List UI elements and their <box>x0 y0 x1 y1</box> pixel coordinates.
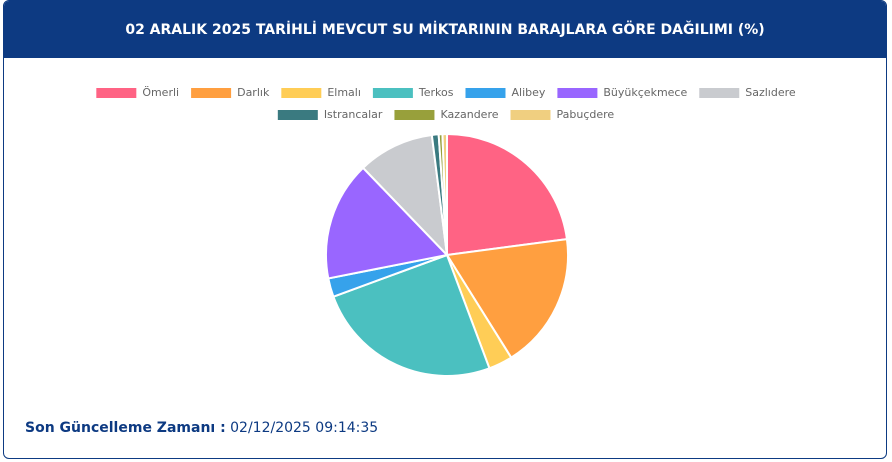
legend-label: Elmalı <box>327 86 361 99</box>
pie-slice <box>446 132 569 257</box>
pie-slice <box>332 253 491 377</box>
legend-label: Istrancalar <box>324 108 383 121</box>
footer-label: Son Güncelleme Zamanı : <box>25 420 226 436</box>
legend-label: Alibey <box>511 86 545 99</box>
legend-label: Terkos <box>418 86 454 99</box>
pie-slice <box>445 237 569 359</box>
legend-swatch <box>277 110 318 120</box>
footer: Son Güncelleme Zamanı : 02/12/2025 09:14… <box>25 420 378 436</box>
legend-label: Sazlıdere <box>745 86 796 99</box>
legend-swatch <box>191 88 232 98</box>
legend-swatch <box>394 110 435 120</box>
legend-label: Pabuçdere <box>557 108 615 121</box>
legend-label: Büyükçekmece <box>603 86 687 99</box>
card: 02 ARALIK 2025 TARİHLİ MEVCUT SU MİKTARI… <box>3 0 887 459</box>
legend-swatch <box>465 88 506 98</box>
legend-swatch <box>281 88 322 98</box>
footer-time: 02/12/2025 09:14:35 <box>230 420 379 436</box>
legend-swatch <box>372 88 413 98</box>
legend-swatch <box>510 110 551 120</box>
chart: Ömerli Darlık Elmalı Terkos Alibey Büyükçekme… <box>96 86 796 377</box>
pie-slice <box>325 166 449 280</box>
legend-label: Ömerli <box>142 86 179 99</box>
chart-title: 02 ARALIK 2025 TARİHLİ MEVCUT SU MİKTARI… <box>4 1 886 58</box>
pie-slice <box>441 132 448 256</box>
legend-swatch <box>96 88 137 98</box>
legend-label: Darlık <box>237 86 270 99</box>
legend-label: Kazandere <box>440 108 498 121</box>
legend-swatch <box>557 88 598 98</box>
pie-slice <box>361 133 449 258</box>
legend-swatch <box>699 88 740 98</box>
